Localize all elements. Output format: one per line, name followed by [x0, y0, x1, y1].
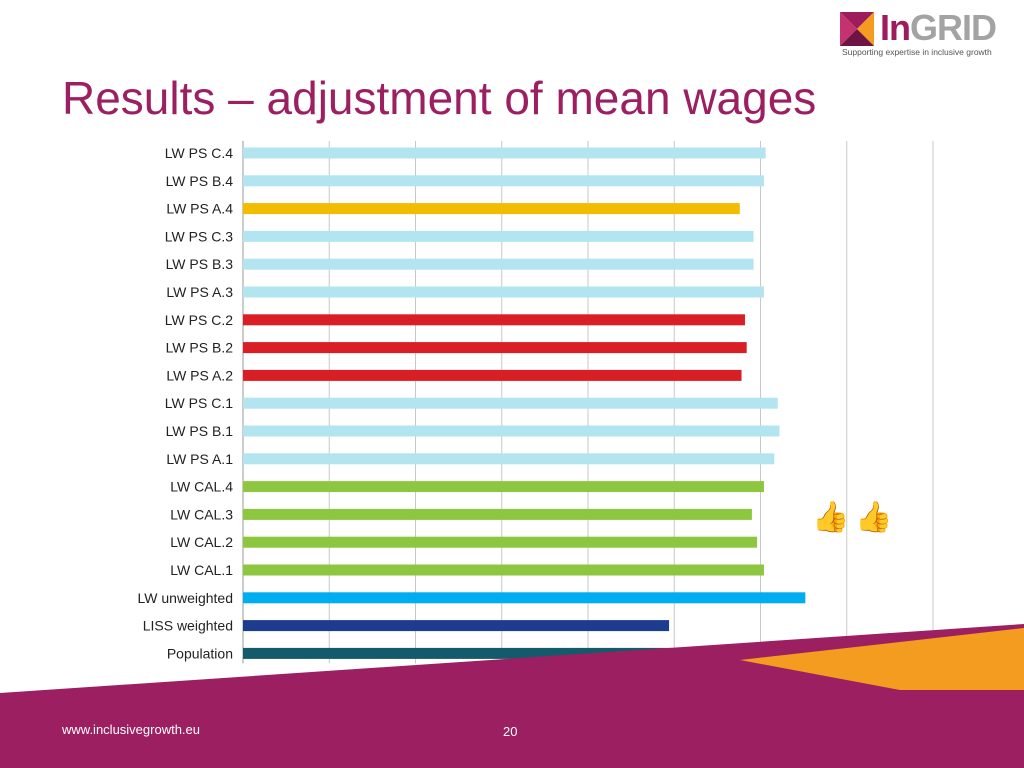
bar-12 [243, 453, 775, 465]
category-label: LW CAL.3 [170, 506, 233, 522]
bar-8 [243, 342, 747, 354]
category-label: LW PS A.3 [166, 284, 233, 300]
bar-3 [243, 203, 740, 215]
bar-17 [243, 592, 806, 604]
category-label: Population [167, 645, 233, 661]
category-label: LW CAL.2 [170, 534, 233, 550]
category-label: LW CAL.1 [170, 562, 233, 578]
bar-10 [243, 397, 778, 409]
bar-19 [243, 647, 673, 659]
ingrid-logo: InGRID Supporting expertise in inclusive… [840, 10, 1000, 58]
category-label: LW PS C.1 [165, 395, 233, 411]
category-label: LW PS B.3 [166, 256, 234, 272]
category-label: LW PS A.4 [166, 201, 233, 217]
x-tick-label: 3000 [746, 677, 775, 692]
logo-tagline: Supporting expertise in inclusive growth [842, 47, 992, 57]
x-tick-label: 2000 [574, 677, 603, 692]
category-label: LW PS B.2 [166, 340, 234, 356]
x-tick-label: 0 [239, 677, 246, 692]
bar-6 [243, 286, 764, 298]
bar-13 [243, 481, 764, 493]
bar-9 [243, 369, 742, 381]
category-label: LW PS C.2 [165, 312, 233, 328]
wage-bar-chart: LW PS C.4 LW PS B.4 LW PS A.4 LW PS C.3 LW P… [138, 141, 948, 692]
category-label: LW PS A.1 [166, 451, 233, 467]
bar-2 [243, 175, 764, 187]
x-tick-label: 1000 [401, 677, 430, 692]
bar-11 [243, 425, 780, 437]
category-label: LW PS B.4 [166, 173, 234, 189]
bar-7 [243, 314, 745, 326]
footer-url[interactable]: www.inclusivegrowth.eu [62, 722, 201, 737]
bar-4 [243, 230, 754, 242]
bar-5 [243, 258, 754, 270]
category-label: LW PS B.1 [166, 423, 234, 439]
thumbs-up-icon: 👍👍 [812, 501, 899, 534]
x-tick-label: 3500 [832, 677, 861, 692]
x-tick-label: 4000 [919, 677, 948, 692]
bar-15 [243, 536, 758, 548]
x-tick-label: 1500 [487, 677, 516, 692]
x-tick-label: 2500 [660, 677, 689, 692]
bar-18 [243, 620, 670, 632]
bar-16 [243, 564, 764, 576]
category-label: LW PS C.3 [165, 228, 233, 244]
x-tick-label: 500 [318, 677, 340, 692]
category-label: LW PS C.4 [165, 145, 233, 161]
page-title: Results – adjustment of mean wages [62, 72, 817, 124]
category-label: LISS weighted [143, 618, 233, 634]
category-label: LW PS A.2 [166, 367, 233, 383]
bar-14 [243, 508, 752, 520]
logo-wordmark: InGRID [880, 7, 997, 48]
slide-number: 20 [503, 724, 518, 739]
bar-1 [243, 147, 766, 159]
logo-mark-icon [840, 12, 874, 46]
category-label: LW CAL.4 [170, 479, 233, 495]
category-label: LW unweighted [138, 590, 233, 606]
